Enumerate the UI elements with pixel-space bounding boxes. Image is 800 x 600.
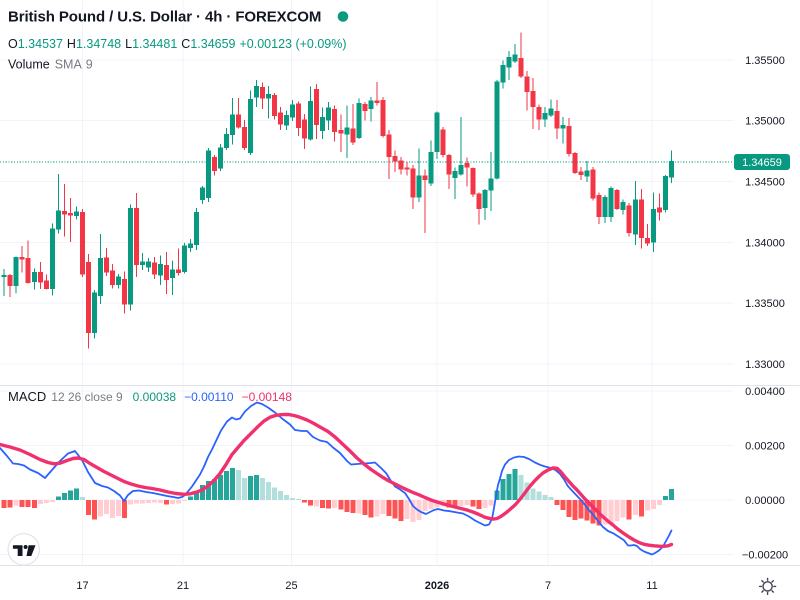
svg-text:0.00200: 0.00200 [745, 440, 785, 452]
svg-text:1.35500: 1.35500 [745, 55, 785, 67]
svg-text:25: 25 [285, 580, 297, 592]
svg-text:11: 11 [646, 580, 657, 592]
svg-text:1.34500: 1.34500 [745, 177, 785, 189]
svg-text:7: 7 [545, 580, 551, 592]
svg-text:21: 21 [177, 580, 189, 592]
svg-text:1.34000: 1.34000 [745, 237, 785, 249]
svg-text:1.34659: 1.34659 [742, 157, 782, 169]
svg-text:2026: 2026 [425, 580, 449, 592]
svg-text:1.33000: 1.33000 [745, 359, 785, 371]
svg-text:British Pound / U.S. Dollar ·: British Pound / U.S. Dollar · 4h · FOREX… [8, 9, 321, 26]
svg-text:1.35000: 1.35000 [745, 116, 785, 128]
svg-text:1.33500: 1.33500 [745, 298, 785, 310]
svg-text:−0.00200: −0.00200 [742, 549, 788, 561]
svg-text:17: 17 [76, 580, 88, 592]
svg-text:0.00000: 0.00000 [745, 495, 785, 507]
svg-text:0.00400: 0.00400 [745, 386, 785, 398]
